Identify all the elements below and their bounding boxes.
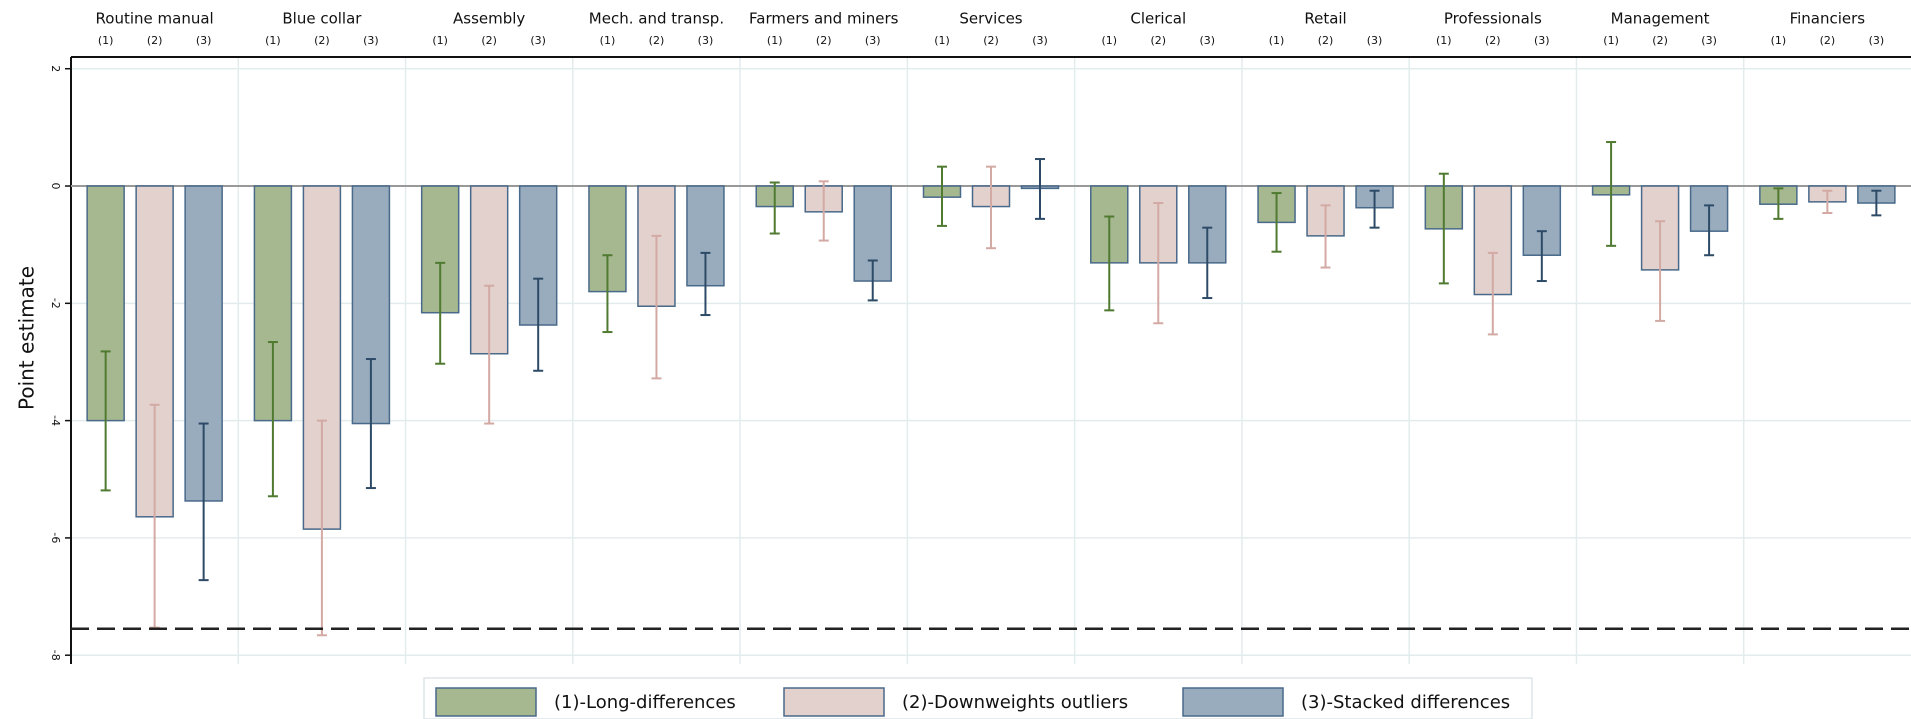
legend-swatch <box>1182 687 1284 717</box>
legend-label: (2)-Downweights outliers <box>902 692 1128 713</box>
sub-label: (1) <box>432 34 448 47</box>
group-label: Management <box>1611 10 1710 28</box>
sub-label: (1) <box>265 34 281 47</box>
y-tick-label: 2 <box>49 65 62 72</box>
sub-label: (3) <box>1869 34 1885 47</box>
group-label: Mech. and transp. <box>589 10 724 28</box>
sub-label: (2) <box>314 34 330 47</box>
group-label: Clerical <box>1130 10 1186 28</box>
sub-label: (2) <box>1820 34 1836 47</box>
sub-label: (2) <box>983 34 999 47</box>
legend-label: (1)-Long-differences <box>554 692 736 713</box>
group-label: Services <box>959 10 1022 28</box>
sub-label: (1) <box>767 34 783 47</box>
sub-label: (3) <box>1701 34 1717 47</box>
y-tick-label: -2 <box>49 298 62 309</box>
sub-label: (3) <box>196 34 212 47</box>
y-tick-label: -4 <box>49 415 62 426</box>
group-label: Routine manual <box>96 10 214 28</box>
group-label: Retail <box>1304 10 1346 28</box>
sub-label: (1) <box>1101 34 1117 47</box>
sub-label: (1) <box>600 34 616 47</box>
sub-label: (1) <box>934 34 950 47</box>
legend-swatch <box>435 687 537 717</box>
sub-label: (2) <box>816 34 832 47</box>
y-axis-title: Point estimate <box>15 266 39 410</box>
sub-label: (2) <box>1652 34 1668 47</box>
sub-label: (2) <box>481 34 497 47</box>
sub-label: (1) <box>1436 34 1452 47</box>
sub-label: (2) <box>147 34 163 47</box>
sub-label: (3) <box>1199 34 1215 47</box>
sub-label: (3) <box>530 34 546 47</box>
sub-label: (3) <box>1367 34 1383 47</box>
sub-label: (3) <box>698 34 714 47</box>
group-label: Financiers <box>1790 10 1866 28</box>
y-tick-label: 0 <box>49 183 62 190</box>
sub-label: (2) <box>1485 34 1501 47</box>
sub-label: (2) <box>649 34 665 47</box>
sub-label: (1) <box>98 34 114 47</box>
sub-label: (2) <box>1150 34 1166 47</box>
group-label: Blue collar <box>282 10 362 28</box>
group-label: Professionals <box>1444 10 1542 28</box>
sub-label: (3) <box>865 34 881 47</box>
sub-label: (1) <box>1771 34 1787 47</box>
legend-box <box>423 677 1533 719</box>
group-label: Farmers and miners <box>749 10 899 28</box>
y-tick-label: -8 <box>49 650 62 661</box>
legend-label: (3)-Stacked differences <box>1301 692 1510 713</box>
sub-label: (2) <box>1318 34 1334 47</box>
group-label: Assembly <box>453 10 525 28</box>
sub-label: (1) <box>1603 34 1619 47</box>
bar <box>253 185 293 422</box>
y-tick-label: -6 <box>49 532 62 543</box>
bar <box>518 185 558 326</box>
sub-label: (1) <box>1269 34 1285 47</box>
sub-label: (3) <box>1032 34 1048 47</box>
sub-label: (3) <box>363 34 379 47</box>
sub-label: (3) <box>1534 34 1550 47</box>
legend-swatch <box>783 687 885 717</box>
